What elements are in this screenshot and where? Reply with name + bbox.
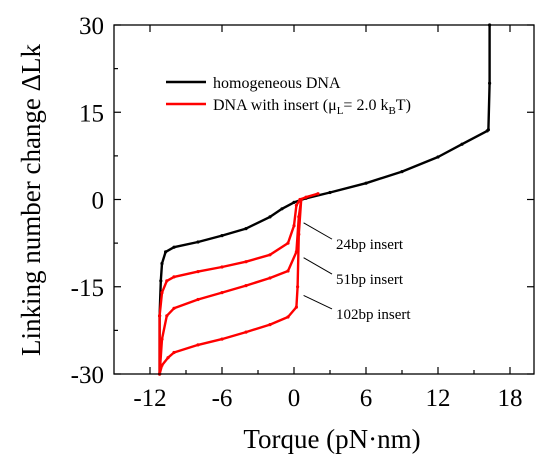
y-tick-label-1: 15 — [79, 100, 104, 127]
series-2-point-8 — [286, 269, 290, 273]
legend: homogeneous DNA DNA with insert (μL= 2.0… — [166, 75, 411, 117]
series-2-point-3 — [172, 306, 176, 310]
series-line-0 — [158, 25, 491, 374]
x-tick-label-0: -12 — [133, 385, 166, 412]
series-0-point-7 — [220, 234, 224, 238]
series-0-point-9 — [268, 215, 272, 219]
annotation-label-1: 51bp insert — [336, 272, 404, 288]
series-1-point-1 — [158, 314, 162, 318]
series-1-point-5 — [196, 270, 200, 274]
series-0-point-8 — [244, 227, 248, 231]
series-1-point-7 — [244, 260, 248, 264]
series-line-1 — [158, 192, 319, 374]
y-axis-title: Linking number change ΔLk — [16, 43, 46, 356]
series-3-point-10 — [296, 285, 300, 289]
series-0-point-5 — [172, 245, 176, 249]
series-3-point-2 — [166, 356, 170, 360]
x-axis-title: Torque (pN·nm) — [243, 424, 420, 454]
legend-label-insert: DNA with insert (μL= 2.0 kBT) — [213, 97, 411, 117]
series-0-point-11 — [292, 200, 296, 204]
series-0-point-10 — [280, 207, 284, 211]
annotation-label-0: 24bp insert — [336, 237, 404, 253]
y-tick-label-3: -15 — [71, 275, 104, 302]
series-3-point-5 — [220, 337, 224, 341]
series-0-point-14 — [364, 181, 368, 185]
series-1-point-11 — [294, 203, 298, 207]
annotation-leader-1 — [303, 257, 333, 275]
y-tick-label-4: -30 — [71, 362, 104, 389]
series-0-point-15 — [400, 170, 404, 174]
series-3-point-1 — [160, 363, 164, 367]
series-2-point-4 — [196, 297, 200, 302]
series-2-point-5 — [220, 291, 224, 295]
series-3-point-11 — [297, 232, 301, 236]
series-0-point-3 — [160, 261, 164, 266]
x-tick-label-1: -6 — [212, 385, 233, 412]
y-tick-label-2: 0 — [92, 188, 105, 215]
series-1-point-2 — [160, 291, 164, 295]
series-0-point-6 — [196, 240, 200, 244]
series-0-point-16 — [436, 155, 440, 159]
series-1-point-4 — [172, 275, 176, 279]
series-1-point-6 — [220, 265, 224, 269]
series-3-point-6 — [244, 330, 248, 334]
series-3-point-3 — [172, 350, 176, 355]
series-3-point-12 — [299, 197, 303, 202]
series-0-point-17 — [460, 142, 464, 146]
series-2-point-6 — [244, 284, 248, 288]
series-1-point-8 — [268, 253, 272, 257]
annotation-leader-2 — [303, 295, 333, 310]
series-2-point-1 — [160, 337, 164, 341]
annotation-leader-0 — [303, 222, 333, 240]
annotations: 24bp insert 51bp insert 102bp insert — [303, 222, 411, 323]
legend-label-homogeneous: homogeneous DNA — [213, 75, 341, 92]
series-3-point-9 — [294, 305, 298, 309]
series-1-point-13 — [304, 195, 308, 199]
series-0-point-19 — [486, 128, 490, 132]
series-1-point-9 — [286, 241, 290, 245]
annotation-label-2: 102bp insert — [336, 307, 411, 323]
x-tick-label-5: 18 — [498, 385, 523, 412]
x-tick-label-2: 0 — [288, 385, 301, 412]
axes: -12 -6 0 6 12 18 30 15 0 -15 -30 — [71, 13, 535, 412]
y-tick-label-0: 30 — [79, 13, 104, 40]
series-3-point-7 — [268, 323, 272, 327]
series-2-point-7 — [268, 276, 272, 280]
series-3-point-4 — [196, 343, 200, 347]
series-2-point-2 — [165, 314, 169, 318]
series-0-point-4 — [164, 250, 168, 254]
series-0-point-13 — [328, 190, 332, 195]
x-tick-label-4: 12 — [426, 385, 451, 412]
series-1-point-10 — [292, 224, 296, 228]
series-1-point-3 — [165, 279, 169, 283]
plot-marks — [158, 23, 492, 376]
x-tick-label-3: 6 — [360, 385, 373, 412]
series-0-point-20 — [488, 81, 492, 85]
series-line-3 — [158, 199, 303, 375]
series-line-2 — [158, 199, 303, 375]
series-0-point-2 — [159, 279, 163, 283]
series-1-point-14 — [316, 192, 320, 196]
series-3-point-8 — [286, 315, 290, 319]
